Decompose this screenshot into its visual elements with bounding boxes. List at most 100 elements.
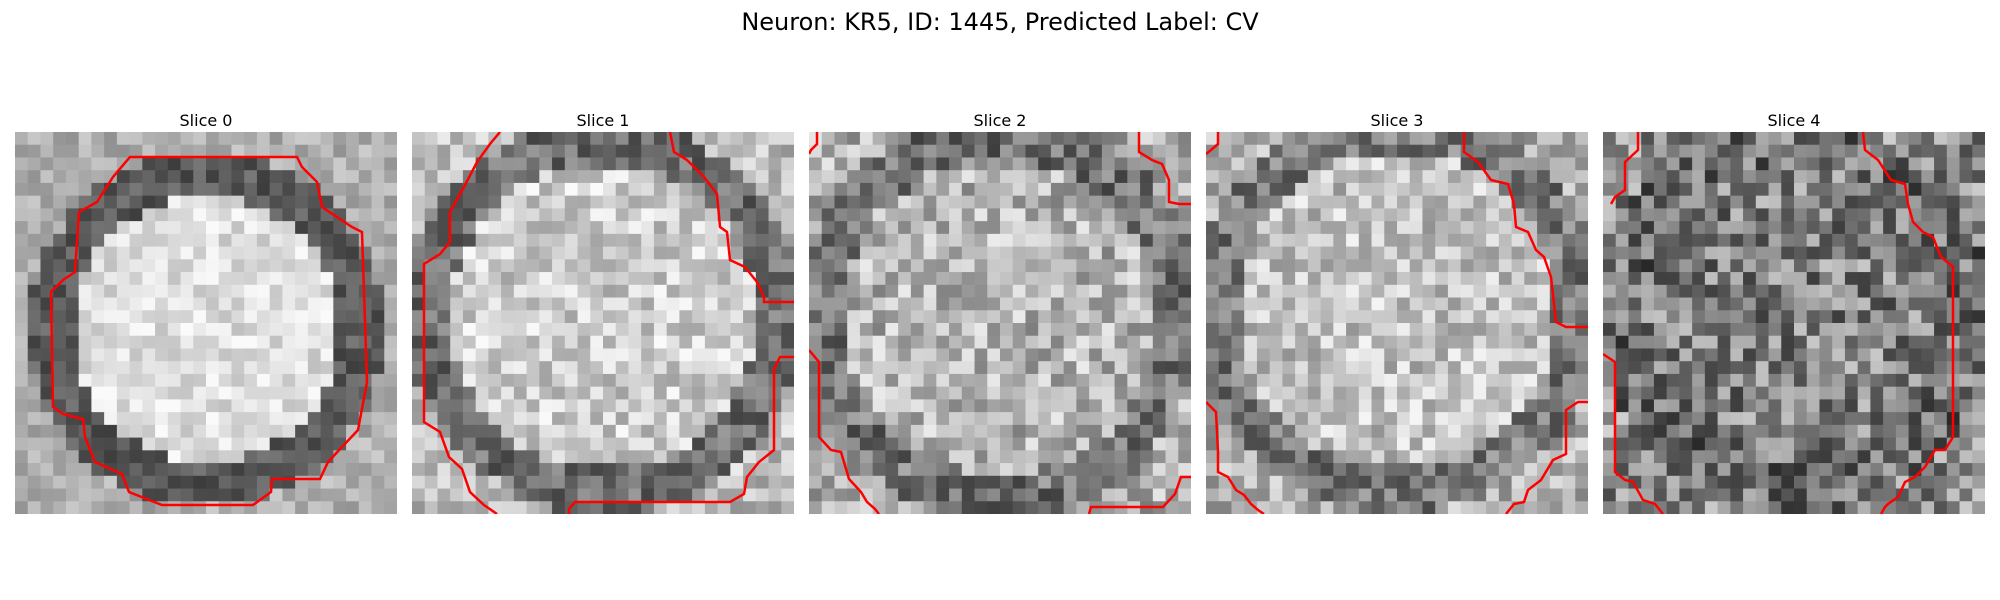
pixel — [768, 246, 782, 260]
pixel — [653, 373, 668, 388]
pixel — [346, 310, 360, 324]
pixel — [295, 335, 309, 350]
pixel — [346, 323, 360, 337]
pixel — [859, 437, 874, 451]
pixel — [424, 284, 439, 299]
pixel — [692, 132, 706, 146]
pixel — [282, 157, 296, 171]
pixel — [78, 221, 92, 235]
pixel — [53, 412, 67, 426]
pixel — [206, 132, 220, 146]
pixel — [987, 297, 1001, 311]
pixel — [180, 284, 194, 299]
pixel — [1346, 399, 1360, 413]
pixel — [1384, 348, 1398, 362]
pixel — [552, 463, 566, 477]
roi-contour — [668, 132, 794, 304]
pixel — [1959, 450, 1973, 464]
pixel — [1628, 157, 1642, 171]
pixel — [552, 246, 566, 260]
pixel — [1524, 399, 1538, 413]
pixel — [872, 170, 886, 184]
pixel — [307, 246, 322, 260]
pixel — [1857, 144, 1871, 159]
pixel — [781, 475, 794, 490]
pixel — [1384, 323, 1398, 337]
pixel — [564, 208, 579, 222]
pixel — [1384, 284, 1398, 299]
pixel — [1409, 310, 1424, 324]
pixel — [974, 170, 988, 184]
pixel — [1615, 412, 1630, 426]
pixel — [307, 272, 322, 286]
pixel — [1435, 323, 1449, 337]
pixel — [371, 488, 385, 502]
pixel — [384, 399, 397, 413]
pixel — [155, 323, 169, 337]
pixel — [1653, 284, 1668, 299]
pixel — [1921, 195, 1935, 209]
pixel — [1282, 246, 1296, 260]
pixel — [27, 373, 42, 388]
pixel — [603, 323, 617, 337]
pixel — [155, 246, 169, 260]
pixel — [1333, 463, 1347, 477]
pixel — [462, 424, 477, 439]
pixel — [155, 361, 169, 375]
pixel — [1063, 450, 1077, 464]
pixel — [603, 501, 617, 514]
pixel — [282, 424, 296, 439]
pixel — [1473, 463, 1487, 477]
pixel — [1460, 323, 1474, 337]
pixel — [1384, 259, 1398, 273]
pixel — [65, 463, 80, 477]
pixel — [1895, 157, 1910, 171]
pixel — [27, 170, 42, 184]
pixel — [1152, 323, 1167, 337]
pixel — [936, 284, 950, 299]
pixel — [590, 246, 604, 260]
pixel — [155, 348, 169, 362]
pixel — [923, 488, 937, 502]
pixel — [1063, 501, 1077, 514]
pixel — [653, 182, 668, 197]
pixel — [1704, 463, 1719, 477]
pixel — [898, 361, 912, 375]
pixel — [641, 348, 655, 362]
pixel — [1269, 233, 1283, 248]
pixel — [180, 501, 194, 514]
pixel — [424, 297, 439, 311]
pixel — [590, 233, 604, 248]
pixel — [1101, 182, 1116, 197]
pixel — [513, 221, 528, 235]
pixel — [462, 463, 477, 477]
pixel — [295, 488, 309, 502]
pixel — [155, 195, 169, 209]
pixel — [1473, 488, 1487, 502]
pixel — [1755, 488, 1770, 502]
pixel — [1269, 424, 1283, 439]
pixel — [1794, 132, 1808, 146]
pixel — [1165, 144, 1179, 159]
pixel — [358, 259, 373, 273]
pixel — [1422, 450, 1436, 464]
pixel — [1794, 437, 1808, 451]
pixel — [1409, 246, 1424, 260]
pixel — [1575, 386, 1588, 400]
pixel — [1628, 386, 1642, 400]
pixel — [743, 361, 757, 375]
pixel — [1218, 246, 1233, 260]
pixel — [1870, 144, 1884, 159]
pixel — [987, 132, 1001, 146]
pixel — [1730, 450, 1744, 464]
pixel — [1000, 450, 1014, 464]
pixel — [462, 450, 477, 464]
pixel — [167, 488, 182, 502]
pixel — [641, 284, 655, 299]
pixel — [167, 323, 182, 337]
pixel — [40, 450, 54, 464]
pixel — [1844, 297, 1859, 311]
pixel — [1908, 170, 1922, 184]
pixel — [358, 463, 373, 477]
pixel — [564, 233, 579, 248]
